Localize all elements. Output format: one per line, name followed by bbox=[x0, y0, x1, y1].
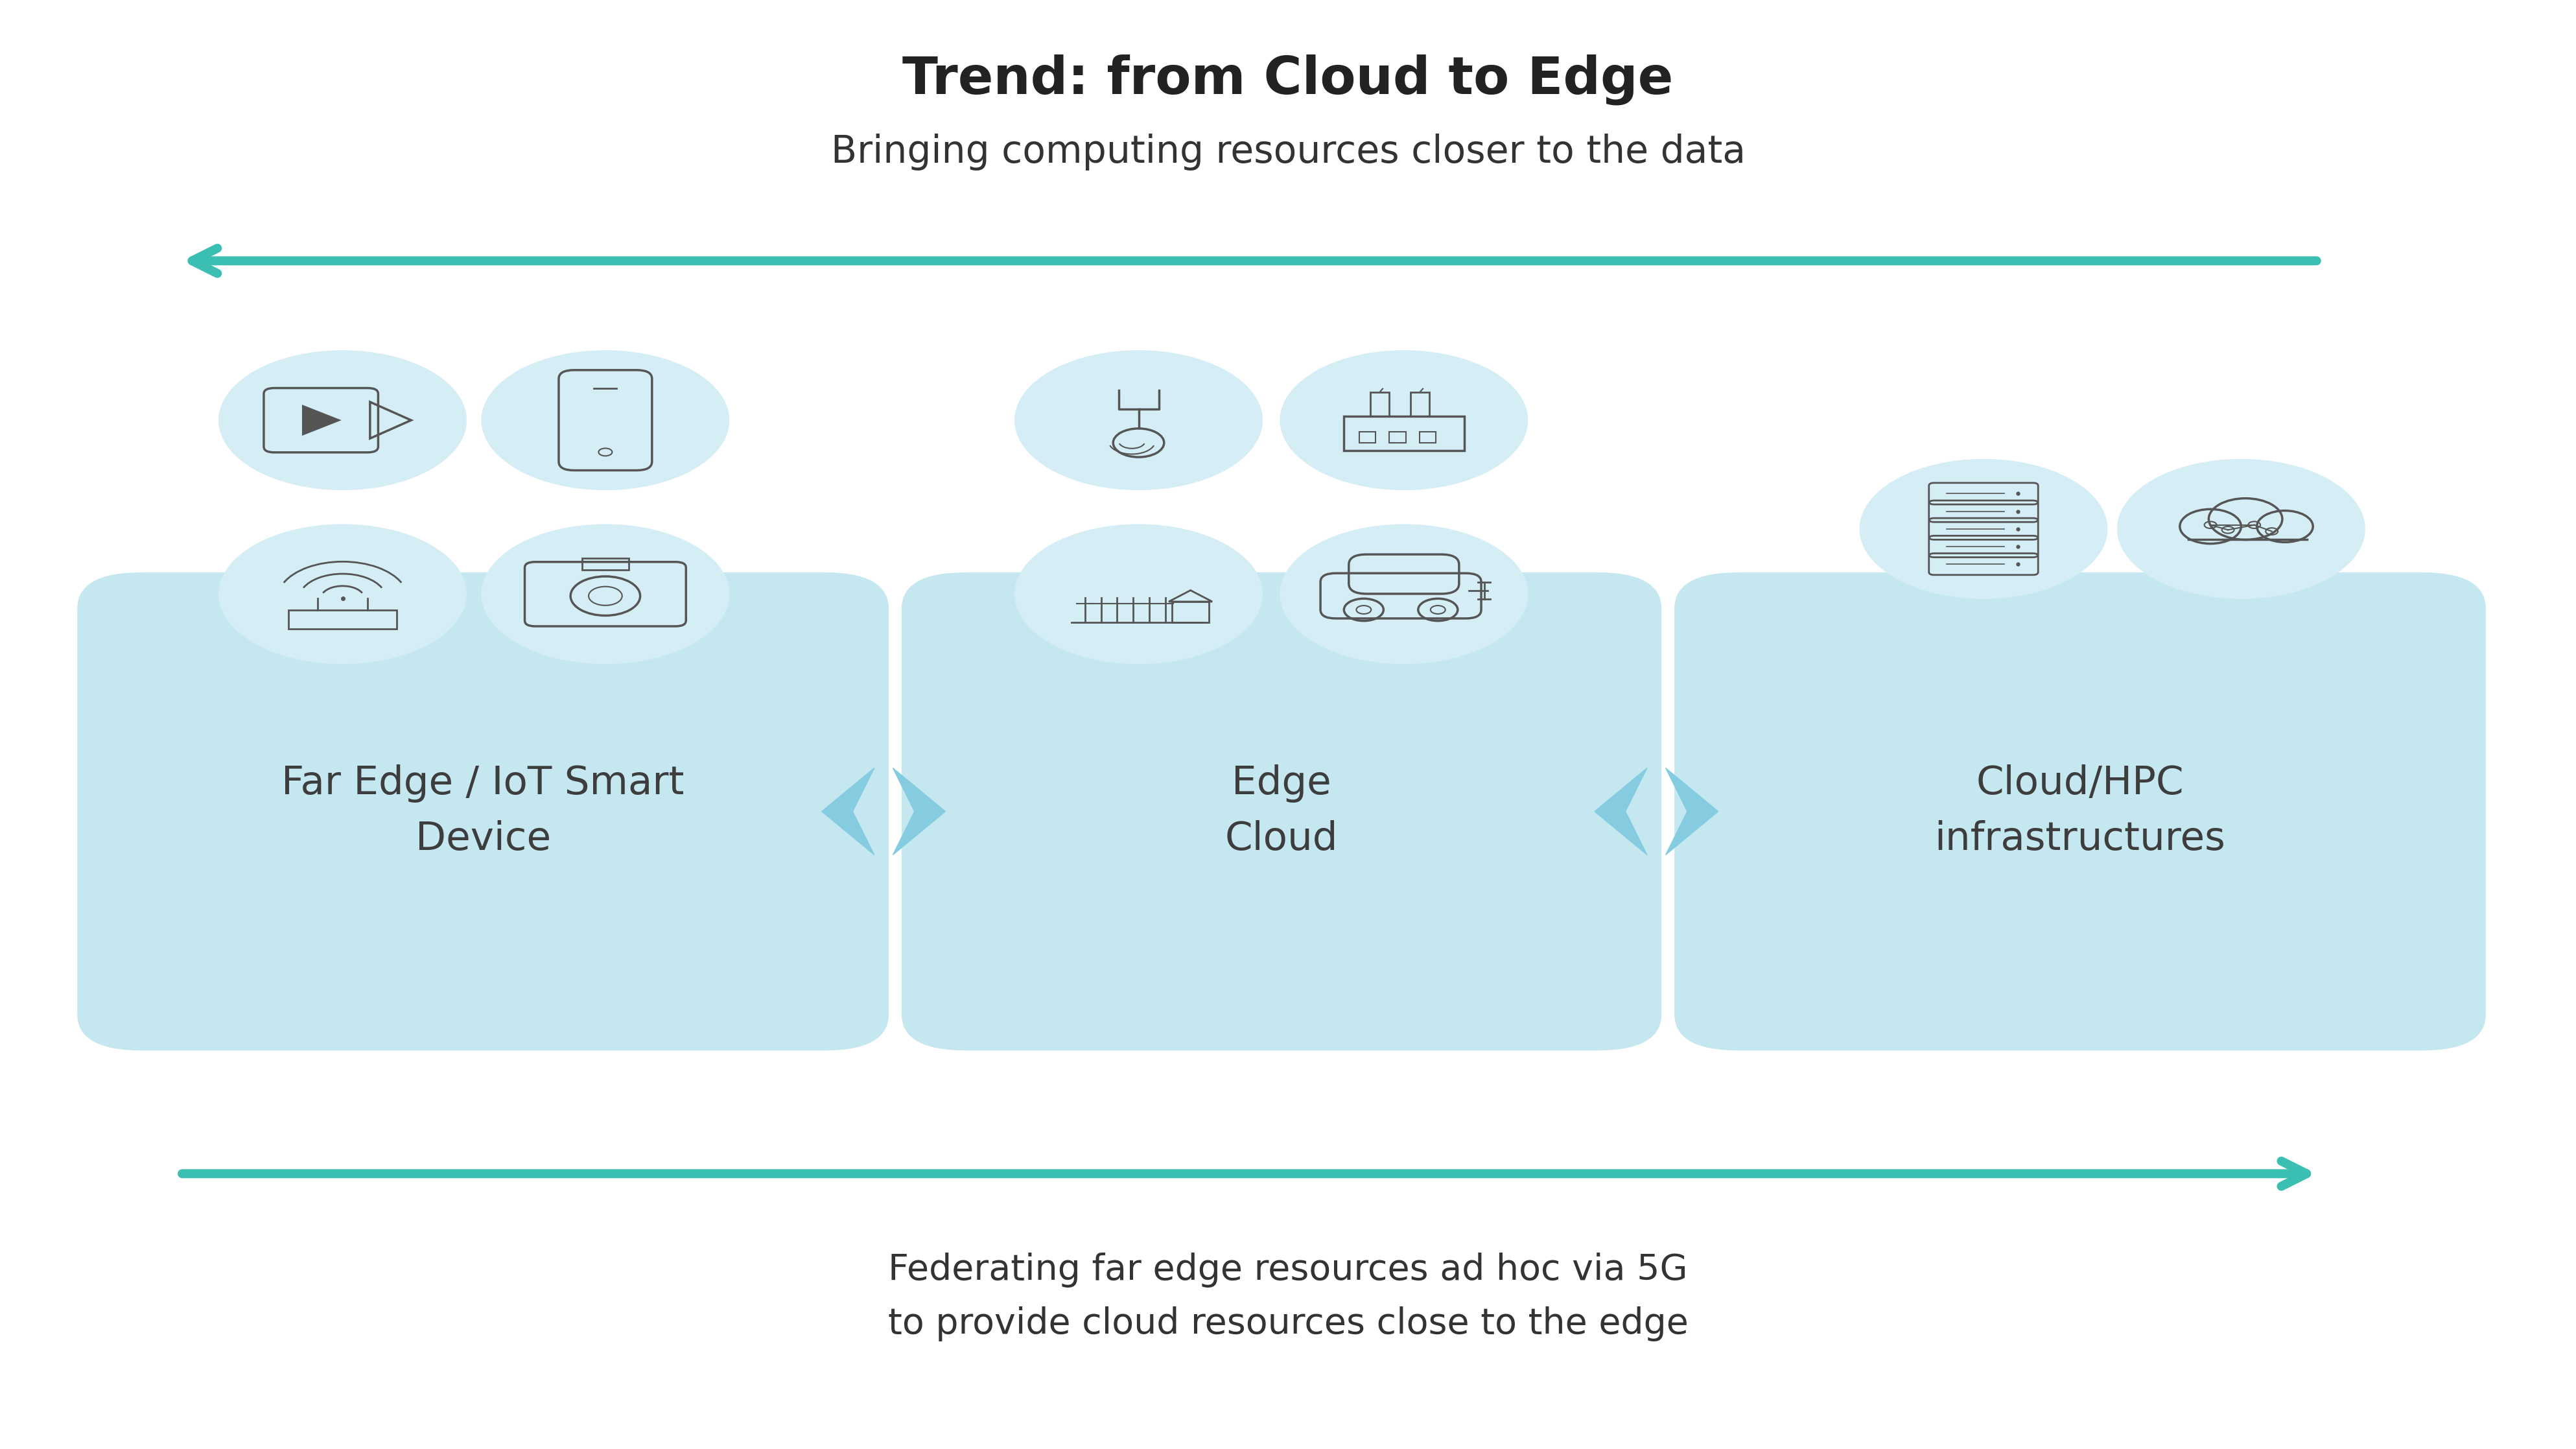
Text: Federating far edge resources ad hoc via 5G
to provide cloud resources close to : Federating far edge resources ad hoc via… bbox=[889, 1252, 1687, 1342]
Text: Far Edge / IoT Smart
Device: Far Edge / IoT Smart Device bbox=[281, 764, 685, 859]
Bar bbox=[1370, 391, 1388, 416]
Circle shape bbox=[1015, 525, 1262, 664]
Polygon shape bbox=[822, 768, 873, 855]
Text: Edge
Cloud: Edge Cloud bbox=[1226, 764, 1337, 859]
Bar bbox=[582, 558, 629, 569]
Text: Trend: from Cloud to Edge: Trend: from Cloud to Edge bbox=[902, 54, 1674, 106]
FancyBboxPatch shape bbox=[77, 572, 889, 1051]
Bar bbox=[289, 610, 397, 629]
Circle shape bbox=[219, 351, 466, 490]
Polygon shape bbox=[1595, 768, 1646, 855]
Polygon shape bbox=[894, 768, 945, 855]
Text: Bringing computing resources closer to the data: Bringing computing resources closer to t… bbox=[829, 133, 1747, 171]
Circle shape bbox=[219, 525, 466, 664]
Bar bbox=[1360, 432, 1376, 443]
Bar bbox=[1172, 601, 1208, 622]
Bar bbox=[1419, 432, 1435, 443]
Circle shape bbox=[1015, 351, 1262, 490]
Bar bbox=[1388, 432, 1406, 443]
Circle shape bbox=[482, 525, 729, 664]
Polygon shape bbox=[1667, 768, 1718, 855]
Bar bbox=[1412, 391, 1430, 416]
Circle shape bbox=[1280, 525, 1528, 664]
FancyBboxPatch shape bbox=[902, 572, 1662, 1051]
FancyBboxPatch shape bbox=[1674, 572, 2486, 1051]
Circle shape bbox=[482, 351, 729, 490]
Bar bbox=[1345, 416, 1463, 451]
Circle shape bbox=[1860, 459, 2107, 598]
Circle shape bbox=[2117, 459, 2365, 598]
Circle shape bbox=[1280, 351, 1528, 490]
Polygon shape bbox=[304, 406, 340, 435]
Text: Cloud/HPC
infrastructures: Cloud/HPC infrastructures bbox=[1935, 764, 2226, 859]
